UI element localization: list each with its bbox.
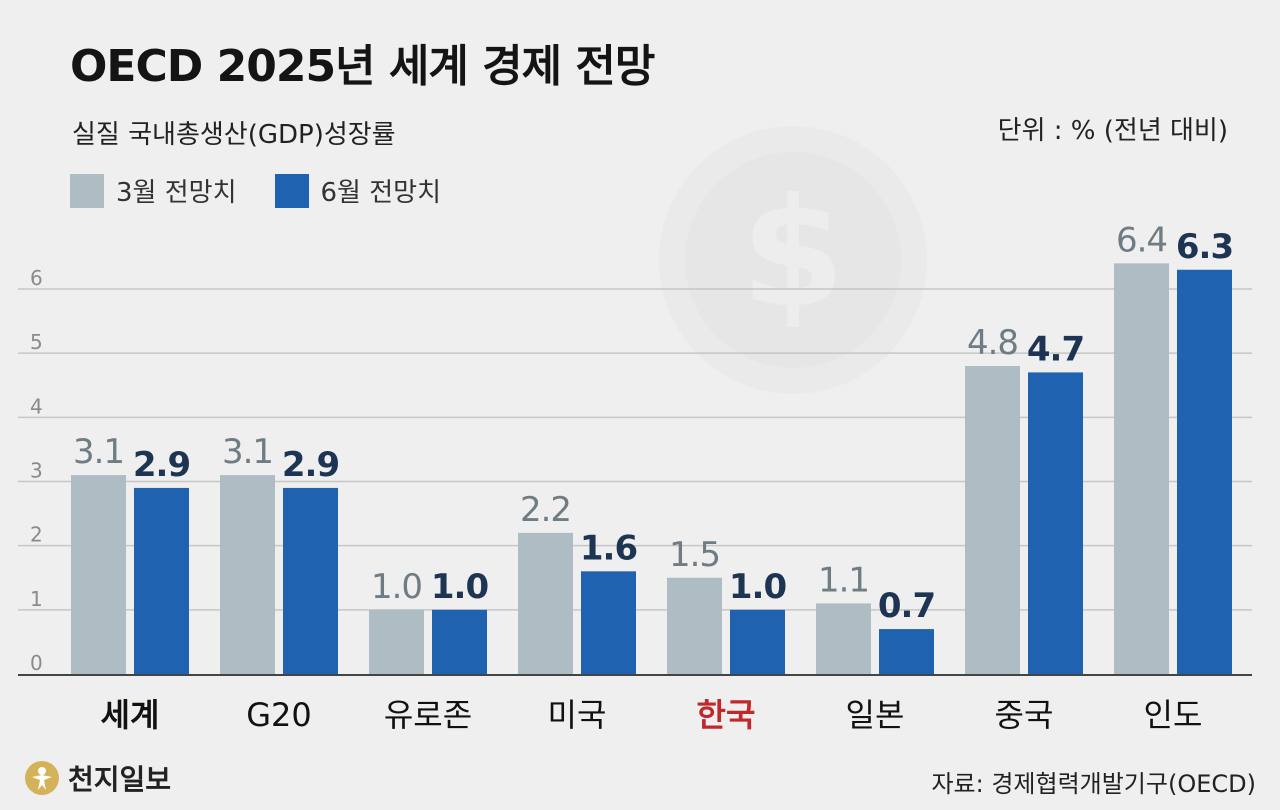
- y-tick-label-0: 0: [30, 651, 43, 675]
- bar-march-1: [220, 475, 275, 674]
- data-label-march-7: 6.4: [1116, 220, 1167, 260]
- data-label-march-5: 1.1: [818, 560, 869, 600]
- data-label-march-2: 1.0: [371, 567, 422, 607]
- data-label-june-3: 1.6: [580, 528, 637, 568]
- data-label-june-5: 0.7: [878, 586, 935, 626]
- legend-label-march: 3월 전망치: [116, 178, 237, 208]
- chart-title: OECD 2025년 세계 경제 전망: [70, 41, 655, 92]
- y-tick-label-2: 2: [30, 523, 43, 547]
- data-label-june-1: 2.9: [282, 445, 339, 485]
- bar-june-2: [432, 609, 487, 674]
- chart-subtitle: 실질 국내총생산(GDP)성장률: [72, 120, 396, 150]
- dollar-coin-watermark-icon: $: [659, 126, 927, 394]
- data-label-march-3: 2.2: [520, 490, 571, 530]
- category-label-1: G20: [246, 696, 312, 734]
- y-tick-label-5: 5: [30, 330, 43, 354]
- category-label-7: 인도: [1144, 696, 1203, 734]
- legend-label-june: 6월 전망치: [320, 178, 442, 208]
- legend-swatch-march: [70, 173, 104, 208]
- category-label-2: 유로존: [384, 696, 472, 734]
- bar-june-7: [1177, 269, 1232, 674]
- publisher-emblem-icon: [25, 761, 59, 795]
- y-tick-label-6: 6: [30, 266, 43, 290]
- legend-item-june: 6월 전망치: [274, 172, 442, 209]
- legend-swatch-june: [274, 173, 309, 208]
- data-label-march-1: 3.1: [222, 432, 273, 472]
- bar-march-4: [667, 577, 722, 674]
- bar-march-5: [816, 603, 871, 674]
- bar-layer: [71, 263, 1232, 674]
- bar-june-1: [283, 487, 338, 674]
- data-label-march-6: 4.8: [967, 323, 1018, 363]
- bar-march-0: [71, 475, 126, 674]
- publisher-name: 천지일보: [68, 763, 172, 796]
- data-label-june-7: 6.3: [1176, 227, 1233, 267]
- data-label-march-0: 3.1: [73, 432, 124, 472]
- category-label-0: 세계: [101, 696, 160, 734]
- bar-march-3: [518, 532, 573, 674]
- svg-text:$: $: [741, 167, 845, 341]
- y-tick-label-3: 3: [30, 459, 43, 483]
- category-label-6: 중국: [995, 696, 1054, 734]
- data-label-march-4: 1.5: [669, 535, 720, 575]
- bar-june-0: [134, 487, 189, 674]
- legend-item-march: 3월 전망치: [70, 172, 237, 209]
- legend: 3월 전망치 6월 전망치: [70, 172, 441, 209]
- data-label-june-2: 1.0: [431, 567, 489, 607]
- y-tick-label-4: 4: [30, 394, 43, 418]
- bar-march-6: [965, 366, 1020, 674]
- source-note: 자료: 경제협력개발기구(OECD): [931, 770, 1256, 798]
- unit-label: 단위 : % (전년 대비): [997, 116, 1228, 146]
- data-label-june-6: 4.7: [1027, 329, 1084, 369]
- bar-june-4: [730, 609, 785, 674]
- bar-june-5: [879, 629, 934, 674]
- category-label-3: 미국: [548, 696, 607, 734]
- data-label-june-0: 2.9: [133, 445, 190, 485]
- bar-march-7: [1114, 263, 1169, 674]
- bar-june-3: [581, 571, 636, 674]
- category-label-5: 일본: [846, 696, 905, 734]
- bar-march-2: [369, 609, 424, 674]
- y-tick-label-1: 1: [30, 587, 43, 611]
- data-label-june-4: 1.0: [729, 567, 787, 607]
- category-label-4: 한국: [697, 696, 756, 734]
- publisher-logo: 천지일보: [24, 758, 171, 798]
- bar-june-6: [1028, 372, 1083, 674]
